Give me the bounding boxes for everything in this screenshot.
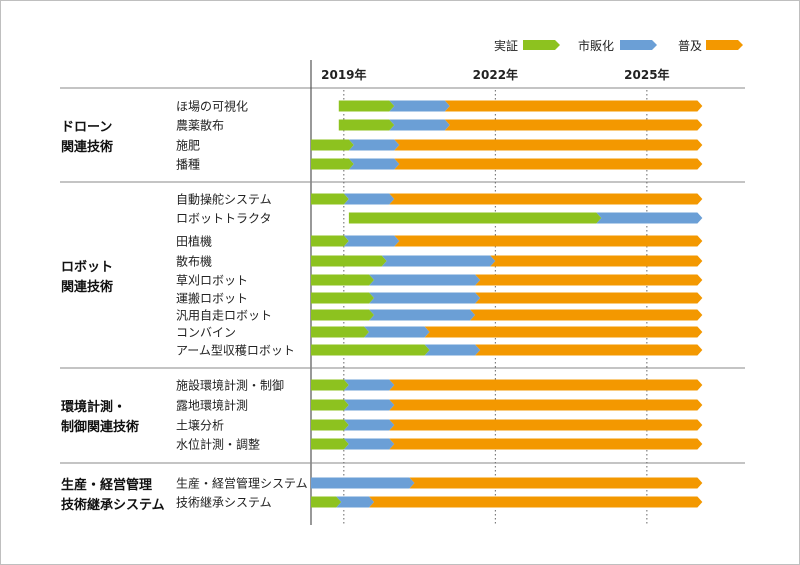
bar-1-8-spread xyxy=(475,344,703,356)
group-title-2-line-0: 環境計測・ xyxy=(61,399,126,415)
bar-1-2-commercial xyxy=(343,235,400,247)
bar-3-1-spread xyxy=(369,496,703,508)
bar-0-2-demo xyxy=(311,139,354,151)
bar-3-0-commercial xyxy=(311,477,415,489)
bar-1-0-commercial xyxy=(343,193,395,205)
bar-1-2-demo xyxy=(311,235,349,247)
year-label-2022: 2022年 xyxy=(473,67,518,82)
bar-1-7-commercial xyxy=(364,326,430,338)
bar-0-1-demo xyxy=(338,119,395,131)
group-title-2-line-1: 制御関連技術 xyxy=(61,419,139,435)
row-label-1-1: ロボットトラクタ xyxy=(176,212,272,226)
bar-2-0-commercial xyxy=(343,379,395,391)
legend-label-0: 実証 xyxy=(494,38,518,53)
bar-0-0-spread xyxy=(444,100,703,112)
bar-1-3-commercial xyxy=(381,255,496,267)
row-label-1-6: 汎用自走ロボット xyxy=(176,309,272,323)
bar-2-2-commercial xyxy=(343,419,395,431)
bar-0-3-demo xyxy=(311,158,354,170)
bar-1-5-spread xyxy=(475,292,703,304)
axes: 2019年 2022年 2025年 xyxy=(60,60,745,525)
bar-1-6-commercial xyxy=(369,309,476,321)
legend-swatch-0 xyxy=(523,40,560,50)
row-label-3-0: 生産・経営管理システム xyxy=(176,476,308,491)
bar-3-1-demo xyxy=(311,496,342,508)
bar-1-7-demo xyxy=(311,326,370,338)
bar-0-1-commercial xyxy=(389,119,450,131)
row-label-2-3: 水位計測・調整 xyxy=(176,437,260,452)
group-title-3-line-1: 技術継承システム xyxy=(61,497,165,513)
bar-2-2-demo xyxy=(311,419,349,431)
row-label-2-1: 露地環境計測 xyxy=(176,398,248,413)
group-title-1-line-0: ロボット xyxy=(61,259,113,275)
bar-1-1-commercial xyxy=(596,212,703,224)
bar-1-8-demo xyxy=(311,344,430,356)
bar-0-2-commercial xyxy=(348,139,400,151)
bar-1-4-spread xyxy=(475,274,703,286)
bar-1-5-commercial xyxy=(369,292,481,304)
bars xyxy=(311,100,703,508)
group-title-0-line-1: 関連技術 xyxy=(61,139,113,155)
row-label-1-4: 草刈ロボット xyxy=(176,274,248,288)
bar-1-5-demo xyxy=(311,292,375,304)
row-labels: ドローン関連技術ほ場の可視化農薬散布施肥播種ロボット関連技術自動操舵システムロボ… xyxy=(61,99,308,514)
year-label-2025: 2025年 xyxy=(624,67,669,82)
bar-2-1-spread xyxy=(389,399,703,411)
row-label-1-3: 散布機 xyxy=(176,254,212,269)
group-title-3-line-0: 生産・経営管理 xyxy=(61,477,152,493)
bar-0-2-spread xyxy=(394,139,703,151)
row-label-0-3: 播種 xyxy=(176,158,200,172)
bar-1-1-demo xyxy=(348,212,602,224)
bar-1-0-demo xyxy=(311,193,349,205)
row-label-2-2: 土壌分析 xyxy=(176,419,224,433)
legend-swatch-2 xyxy=(706,40,743,50)
bar-0-1-spread xyxy=(444,119,703,131)
bar-1-0-spread xyxy=(389,193,703,205)
legend-label-1: 市販化 xyxy=(578,38,614,53)
bar-2-2-spread xyxy=(389,419,703,431)
bar-1-3-spread xyxy=(490,255,703,267)
row-label-1-0: 自動操舵システム xyxy=(176,192,272,207)
bar-2-0-demo xyxy=(311,379,349,391)
row-label-1-5: 運搬ロボット xyxy=(176,291,248,306)
year-gridlines xyxy=(343,90,648,525)
row-label-0-0: ほ場の可視化 xyxy=(176,99,248,114)
row-label-0-2: 施肥 xyxy=(176,139,200,153)
row-label-1-2: 田植機 xyxy=(176,234,212,249)
year-label-2019: 2019年 xyxy=(321,67,366,82)
bar-2-3-spread xyxy=(389,438,703,450)
bar-1-6-demo xyxy=(311,309,375,321)
legend-label-2: 普及 xyxy=(678,39,702,53)
row-label-1-8: アーム型収穫ロボット xyxy=(176,344,295,358)
row-label-0-1: 農薬散布 xyxy=(176,118,224,133)
bar-2-3-commercial xyxy=(343,438,395,450)
bar-2-0-spread xyxy=(389,379,703,391)
row-label-1-7: コンバイン xyxy=(176,326,236,340)
bar-1-3-demo xyxy=(311,255,387,267)
bar-1-4-commercial xyxy=(369,274,481,286)
bar-2-1-commercial xyxy=(343,399,395,411)
group-title-1-line-1: 関連技術 xyxy=(61,279,113,295)
row-label-3-1: 技術継承システム xyxy=(176,495,272,510)
bar-0-3-spread xyxy=(394,158,703,170)
bar-3-0-spread xyxy=(409,477,703,489)
bar-0-0-commercial xyxy=(389,100,450,112)
bar-1-2-spread xyxy=(394,235,703,247)
legend-swatch-1 xyxy=(620,40,657,50)
row-label-2-0: 施設環境計測・制御 xyxy=(176,378,284,393)
bar-2-3-demo xyxy=(311,438,349,450)
bar-3-1-commercial xyxy=(336,496,375,508)
bar-1-8-commercial xyxy=(424,344,481,356)
bar-2-1-demo xyxy=(311,399,349,411)
bar-0-0-demo xyxy=(338,100,395,112)
bar-0-3-commercial xyxy=(348,158,400,170)
bar-1-7-spread xyxy=(424,326,703,338)
legend: 実証 市販化 普及 xyxy=(494,38,743,53)
bar-1-4-demo xyxy=(311,274,375,286)
group-title-0-line-0: ドローン xyxy=(61,120,112,135)
bar-1-6-spread xyxy=(470,309,703,321)
